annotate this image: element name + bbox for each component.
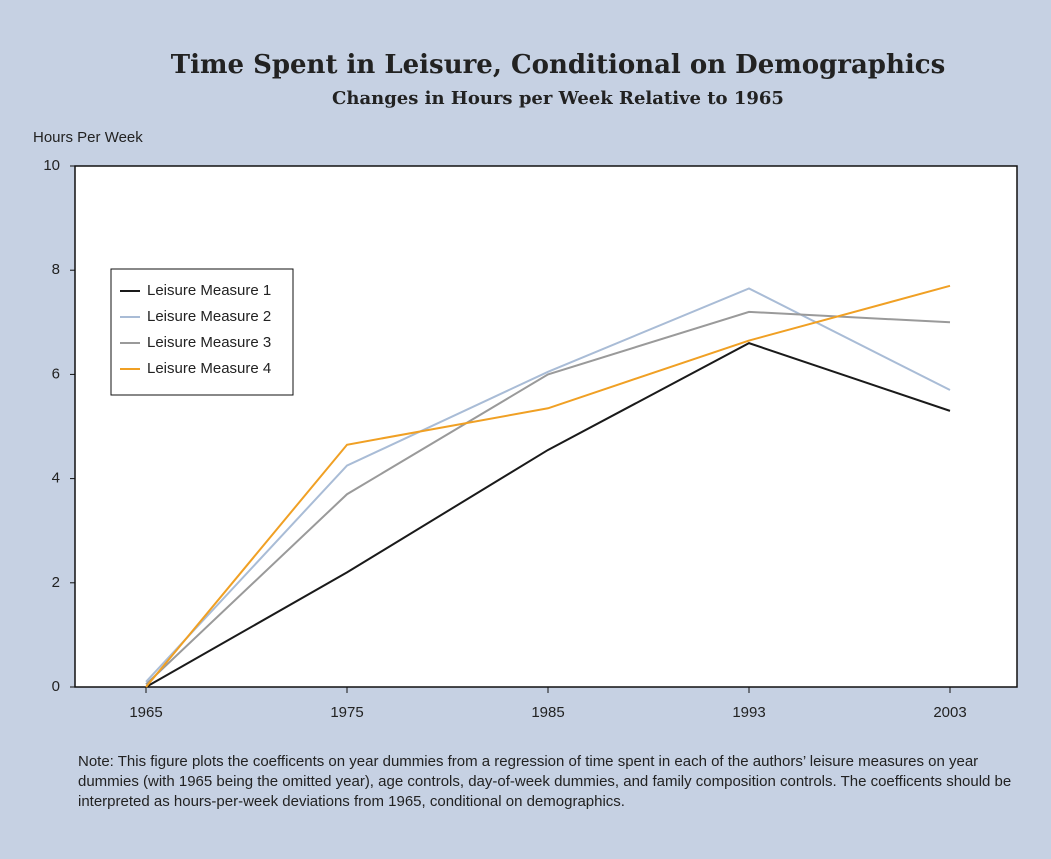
legend-label: Leisure Measure 4: [147, 360, 271, 377]
legend-box: [110, 268, 294, 396]
y-tick-label: 4: [52, 470, 60, 487]
legend-label: Leisure Measure 2: [147, 308, 271, 325]
chart-subtitle: Changes in Hours per Week Relative to 19…: [332, 88, 784, 109]
series-line: [145, 284, 951, 688]
plot-area: [74, 165, 1018, 688]
y-axis-label: Hours Per Week: [33, 129, 143, 146]
x-tick-label: 1965: [129, 704, 162, 721]
note: Note: This figure plots the coefficents …: [78, 753, 1012, 810]
legend-label: Leisure Measure 3: [147, 334, 271, 351]
x-tick-label: 1975: [330, 704, 363, 721]
y-tick-label: 10: [43, 157, 60, 174]
legend-label: Leisure Measure 1: [147, 282, 271, 299]
series-line: [145, 310, 951, 686]
x-tick-label: 1993: [732, 704, 765, 721]
y-tick-label: 6: [52, 365, 60, 382]
y-tick-label: 0: [52, 678, 60, 695]
y-tick-label: 8: [52, 261, 60, 278]
x-tick-label: 2003: [933, 704, 966, 721]
y-tick-label: 2: [52, 574, 60, 591]
x-tick-label: 1985: [531, 704, 564, 721]
chart-title: Time Spent in Leisure, Conditional on De…: [171, 50, 946, 80]
series-line: [145, 342, 951, 688]
